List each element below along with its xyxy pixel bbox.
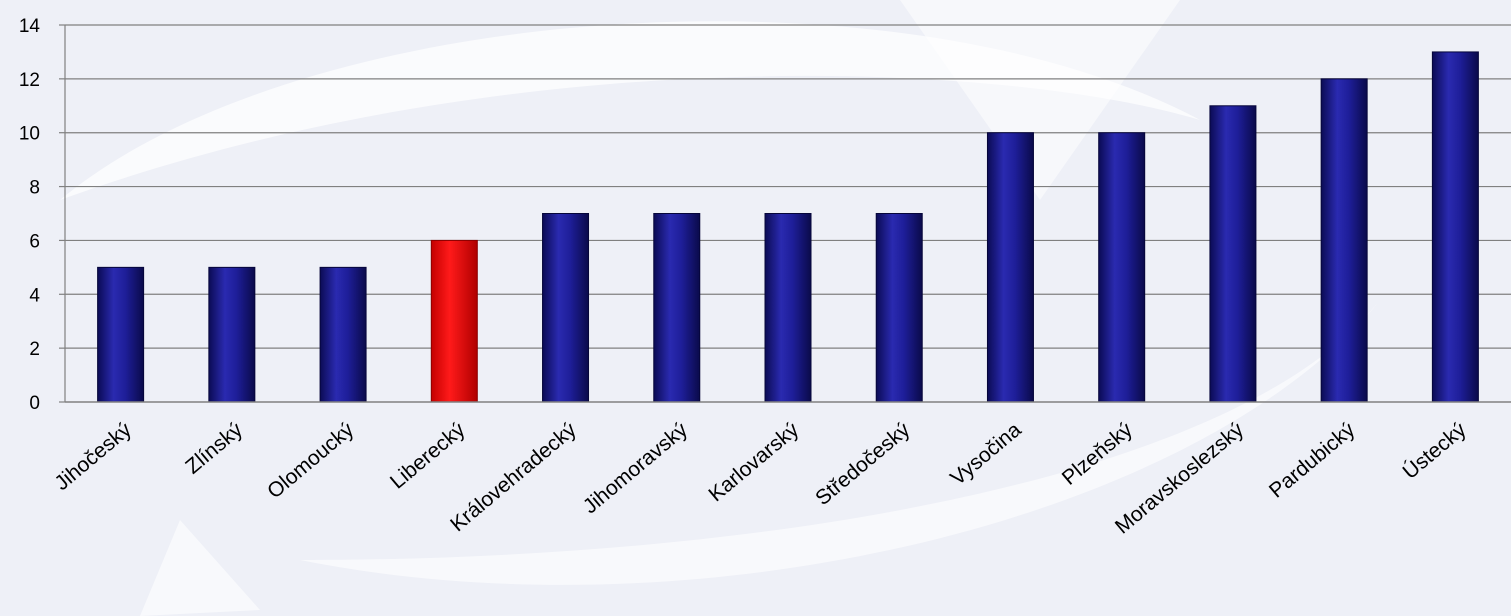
bar-2 <box>319 266 367 403</box>
y-tick-label: 8 <box>29 178 40 199</box>
x-category-label: Vysočina <box>946 418 1026 490</box>
bar-11 <box>1320 78 1368 403</box>
bar-12 <box>1431 51 1479 403</box>
y-tick-label: 14 <box>19 16 41 37</box>
y-axis-ticks: 0 2 4 6 8 10 12 14 <box>19 16 65 414</box>
y-tick-label: 10 <box>19 124 40 145</box>
x-category-label: Ústecký <box>1399 418 1471 484</box>
bar-0 <box>97 266 145 403</box>
bar-1 <box>208 266 256 403</box>
x-axis-labels: Jihočeský Zlínský Olomoucký LibereckýKrálov… <box>50 418 1471 539</box>
x-category-label: Zlínský <box>181 418 247 479</box>
x-category-label: Liberecký <box>386 418 470 494</box>
x-category-label: Plzeňský <box>1058 418 1138 490</box>
bar-10 <box>1209 105 1257 403</box>
bar-5 <box>653 213 701 403</box>
x-category-label: Středočeský <box>811 418 915 510</box>
y-tick-label: 0 <box>29 393 40 414</box>
y-tick-label: 12 <box>19 70 40 91</box>
bars <box>97 51 1479 403</box>
bar-9 <box>1098 132 1146 403</box>
x-category-label: Karlovarský <box>704 418 803 506</box>
bar-6 <box>764 213 812 403</box>
y-tick-label: 2 <box>29 339 40 360</box>
bar-3 <box>430 239 478 403</box>
y-tick-label: 6 <box>29 231 40 252</box>
x-category-label: Jihomoravský <box>579 418 693 518</box>
bar-4 <box>542 213 590 403</box>
x-category-label: Jihočeský <box>50 418 136 495</box>
x-category-label: Olomoucký <box>263 418 359 503</box>
y-tick-label: 4 <box>29 285 40 306</box>
gridlines <box>64 24 1511 402</box>
bar-8 <box>986 132 1034 403</box>
bar-7 <box>875 213 923 403</box>
x-category-label: Pardubický <box>1265 418 1360 503</box>
